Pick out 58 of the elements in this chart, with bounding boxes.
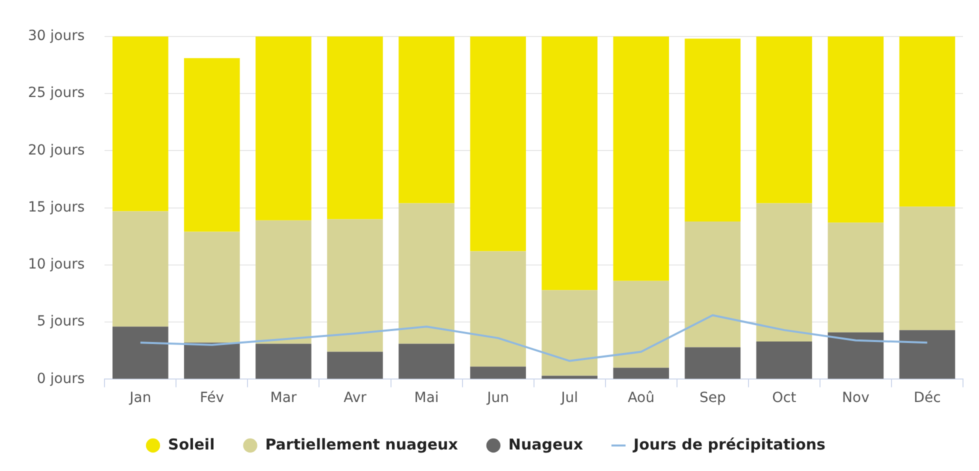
bar xyxy=(256,36,312,220)
bar xyxy=(899,330,956,379)
x-tick-label: Avr xyxy=(344,390,367,406)
legend-label: Partiellement nuageux xyxy=(265,435,458,454)
y-tick-label: 20 jours xyxy=(28,142,85,158)
x-tick-label: Nov xyxy=(842,390,870,406)
bar xyxy=(184,58,240,232)
bar xyxy=(184,342,240,379)
bar xyxy=(256,344,312,379)
bar xyxy=(112,36,168,212)
legend-label: Nuageux xyxy=(508,435,584,454)
bar xyxy=(613,368,670,379)
x-tick-label: Aoû xyxy=(628,390,655,406)
bar xyxy=(828,222,884,332)
bar xyxy=(470,36,526,252)
bar xyxy=(327,36,383,220)
bar xyxy=(684,222,741,348)
bar xyxy=(684,38,741,222)
bar xyxy=(828,36,884,223)
bar xyxy=(542,36,598,290)
x-tick-label: Jun xyxy=(486,390,509,406)
bar xyxy=(398,36,454,204)
bar xyxy=(398,344,454,379)
x-tick-label: Mar xyxy=(270,390,297,406)
bar xyxy=(613,280,670,368)
x-tick-label: Jan xyxy=(128,390,152,406)
bar xyxy=(327,352,383,379)
bar xyxy=(756,341,812,379)
bar xyxy=(899,36,956,207)
bar xyxy=(112,326,168,379)
bar xyxy=(470,251,526,367)
bar xyxy=(398,203,454,344)
y-tick-label: 10 jours xyxy=(28,256,85,273)
bar xyxy=(756,203,812,342)
bar xyxy=(828,332,884,379)
y-tick-label: 0 jours xyxy=(36,370,85,387)
x-tick-label: Jul xyxy=(560,390,578,406)
bar xyxy=(542,290,598,376)
x-tick-label: Déc xyxy=(914,390,941,406)
x-tick-label: Sep xyxy=(699,390,726,406)
y-tick-label: 5 jours xyxy=(36,314,85,330)
legend-label: Soleil xyxy=(168,435,215,454)
legend-label: Jours de précipitations xyxy=(632,435,826,454)
bar xyxy=(327,219,383,352)
x-tick-label: Mai xyxy=(414,390,439,406)
bar xyxy=(899,206,956,330)
bar xyxy=(112,211,168,327)
y-tick-label: 15 jours xyxy=(28,199,85,216)
bar xyxy=(256,220,312,344)
bar xyxy=(756,36,812,204)
bar xyxy=(684,347,741,379)
bar xyxy=(184,232,240,343)
x-tick-label: Oct xyxy=(772,390,797,406)
x-tick-label: Fév xyxy=(200,390,224,406)
bar xyxy=(470,366,526,379)
y-tick-label: 25 jours xyxy=(28,85,85,102)
bar xyxy=(613,36,670,281)
y-tick-label: 30 jours xyxy=(28,28,85,44)
